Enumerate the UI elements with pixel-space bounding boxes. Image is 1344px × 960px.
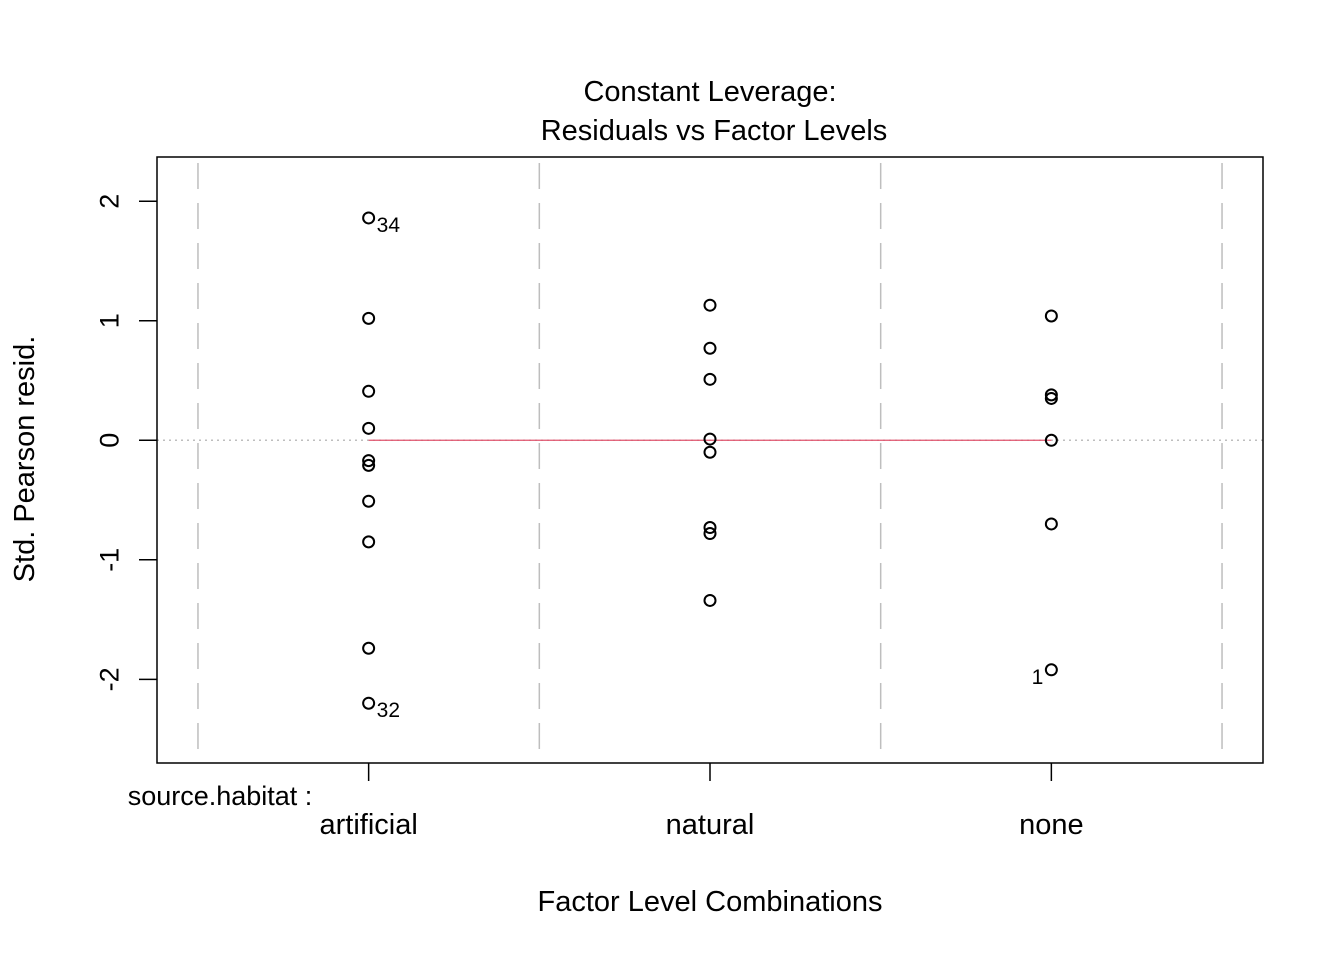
x-axis-label: Factor Level Combinations	[538, 886, 883, 918]
point-id-labels: 34 32 1	[377, 214, 1044, 722]
y-tick-label: 1	[94, 313, 124, 328]
chart-subtitle: Residuals vs Factor Levels	[541, 115, 888, 147]
x-tick-label: none	[1019, 809, 1084, 841]
y-tick-label: 2	[94, 194, 124, 209]
point-id-label: 34	[377, 214, 401, 237]
data-point	[1044, 517, 1058, 531]
data-point	[362, 494, 376, 508]
category-divider-lines	[197, 163, 1223, 757]
data-point	[362, 211, 376, 225]
data-point	[362, 454, 376, 468]
data-point	[362, 458, 376, 472]
data-point	[1044, 388, 1058, 402]
data-point	[1044, 433, 1058, 447]
data-point	[362, 696, 376, 710]
y-tick-label: -1	[94, 548, 124, 572]
y-tick-label: 0	[94, 433, 124, 448]
data-point	[703, 521, 717, 535]
data-point	[703, 527, 717, 541]
data-point	[703, 432, 717, 446]
point-id-label: 32	[377, 699, 400, 722]
y-tick-label: -2	[94, 667, 124, 691]
y-axis-label: Std. Pearson resid.	[9, 336, 41, 583]
data-point	[1044, 663, 1058, 677]
data-point	[703, 298, 717, 312]
y-axis: -2 -1 0 1 2	[94, 194, 157, 691]
data-point	[362, 311, 376, 325]
data-point	[1044, 309, 1058, 323]
data-point	[1044, 391, 1058, 405]
data-points	[362, 211, 1058, 710]
point-id-label: 1	[1032, 666, 1044, 689]
data-point	[703, 445, 717, 459]
data-point	[703, 372, 717, 386]
data-point	[362, 641, 376, 655]
data-point	[362, 535, 376, 549]
plot-frame	[156, 156, 1264, 764]
x-tick-label: artificial	[319, 809, 417, 841]
data-point	[703, 341, 717, 355]
chart-title: Constant Leverage:	[583, 76, 836, 108]
x-tick-label: natural	[666, 809, 755, 841]
x-axis: artificial natural none	[319, 763, 1084, 841]
data-point	[362, 384, 376, 398]
data-point	[362, 421, 376, 435]
data-point	[703, 593, 717, 607]
factor-label: source.habitat :	[128, 781, 313, 811]
